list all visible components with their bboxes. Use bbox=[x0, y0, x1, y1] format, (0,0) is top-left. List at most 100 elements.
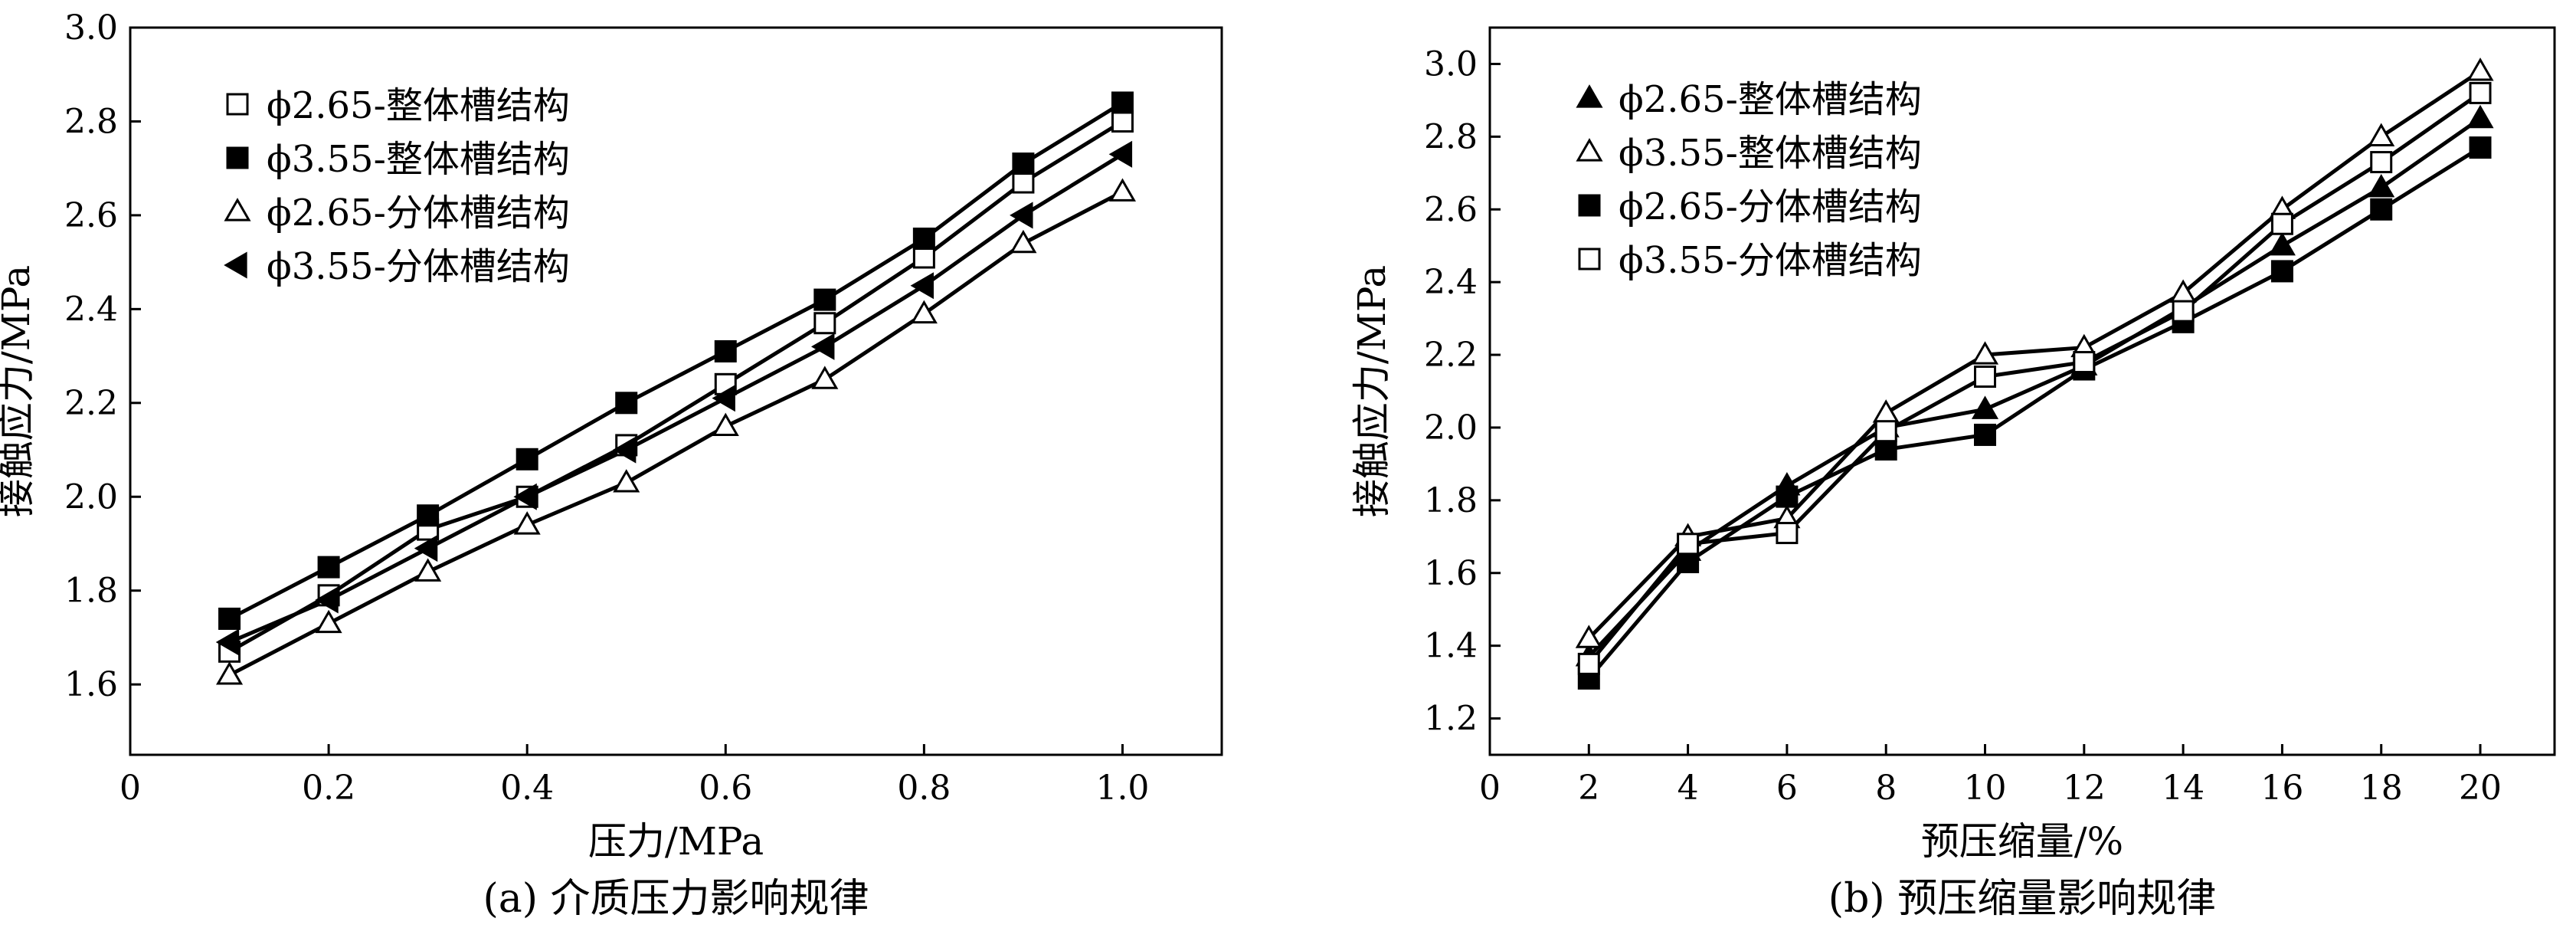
data-point bbox=[1874, 438, 1897, 461]
data-point bbox=[1974, 423, 1997, 446]
legend-label-3: ϕ3.55-分体槽结构 bbox=[267, 245, 570, 288]
data-point bbox=[714, 339, 737, 362]
y-tick-label: 1.2 bbox=[1424, 700, 1478, 739]
data-point bbox=[813, 288, 836, 311]
data-point bbox=[1971, 395, 1999, 419]
chart-panel-a: 0 0.2 0.4 0.6 0.8 1.0 1.6 1.8 2.0 2.2 2.4 2.6 2.8 3.0… bbox=[0, 8, 1223, 922]
data-point bbox=[1776, 485, 1799, 508]
data-point bbox=[712, 412, 739, 437]
x-tick-label: 0 bbox=[1479, 769, 1501, 808]
series-line-0 bbox=[1587, 116, 2482, 658]
series-line-1 bbox=[228, 100, 1124, 621]
data-point bbox=[2270, 212, 2293, 235]
data-point bbox=[1111, 91, 1134, 114]
data-point bbox=[813, 312, 836, 335]
x-tick-label: 1.0 bbox=[1095, 769, 1149, 808]
series-line-0 bbox=[228, 120, 1124, 654]
data-point bbox=[910, 300, 938, 324]
data-point bbox=[218, 607, 241, 630]
y-axis-title: 接触应力/MPa bbox=[1350, 265, 1394, 517]
data-point bbox=[1010, 229, 1037, 254]
data-point bbox=[1010, 202, 1033, 229]
legend-label-1: ϕ3.55-整体槽结构 bbox=[267, 138, 570, 181]
data-point bbox=[1111, 110, 1134, 133]
data-point bbox=[516, 448, 538, 471]
y-tick-label: 3.0 bbox=[64, 8, 118, 48]
data-point bbox=[2270, 260, 2293, 283]
y-tick-label: 2.8 bbox=[64, 102, 118, 141]
y-axis-title: 接触应力/MPa bbox=[0, 265, 38, 517]
legend-label-2: ϕ2.65-分体槽结构 bbox=[1619, 185, 1922, 228]
y-tick-label: 2.6 bbox=[64, 196, 118, 235]
x-tick-label: 20 bbox=[2459, 769, 2502, 808]
series-line-3 bbox=[228, 152, 1124, 644]
x-tick-label: 14 bbox=[2162, 769, 2204, 808]
y-tick-label: 1.8 bbox=[1424, 481, 1478, 520]
data-point bbox=[315, 586, 339, 614]
y-tick-label: 1.8 bbox=[64, 572, 118, 611]
y-tick-label: 2.2 bbox=[1424, 336, 1478, 375]
data-point bbox=[2368, 173, 2395, 198]
x-tick-label: 8 bbox=[1875, 769, 1897, 808]
data-point bbox=[2469, 136, 2492, 159]
data-point bbox=[613, 469, 640, 493]
data-point bbox=[2268, 231, 2296, 256]
data-point bbox=[1577, 652, 1600, 675]
data-point bbox=[615, 392, 638, 415]
data-point bbox=[315, 609, 342, 634]
data-point bbox=[811, 366, 839, 389]
data-point bbox=[317, 556, 340, 579]
x-tick-label: 16 bbox=[2260, 769, 2303, 808]
data-point bbox=[910, 272, 934, 300]
data-point bbox=[1677, 533, 1700, 556]
y-tick-label: 1.6 bbox=[64, 665, 118, 704]
data-point bbox=[1776, 522, 1799, 545]
data-point bbox=[1872, 399, 1900, 423]
data-point bbox=[612, 436, 637, 464]
legend-marker-1 bbox=[226, 146, 249, 169]
x-tick-label: 4 bbox=[1678, 769, 1699, 808]
legend-label-1: ϕ3.55-整体槽结构 bbox=[1619, 132, 1922, 175]
x-tick-label: 2 bbox=[1578, 769, 1599, 808]
data-point bbox=[215, 628, 240, 656]
data-point bbox=[1012, 152, 1035, 175]
data-point bbox=[2370, 198, 2393, 221]
plot-frame bbox=[129, 26, 1223, 756]
y-tick-label: 1.4 bbox=[1424, 627, 1478, 666]
x-tick-label: 0.4 bbox=[500, 769, 554, 808]
y-tick-label: 2.6 bbox=[1424, 190, 1478, 229]
chart-panel-b: 0 2 4 6 8 10 12 14 16 18 20 1.2 1.4 1.6 1.8 2.0 2.2 2.4 2.… bbox=[1350, 26, 2556, 922]
data-point bbox=[2466, 57, 2494, 81]
y-tick-label: 2.2 bbox=[64, 384, 118, 423]
data-point bbox=[810, 333, 835, 360]
data-point bbox=[414, 558, 442, 582]
chart-caption: (b) 预压缩量影响规律 bbox=[1828, 876, 2216, 922]
data-point bbox=[1108, 140, 1133, 168]
legend-marker-2 bbox=[1578, 194, 1601, 217]
data-point bbox=[2172, 300, 2195, 323]
y-tick-label: 2.4 bbox=[1424, 263, 1478, 302]
data-point bbox=[1677, 551, 1700, 574]
legend-label-3: ϕ3.55-分体槽结构 bbox=[1619, 239, 1922, 282]
y-tick-label: 2.0 bbox=[64, 477, 118, 516]
legend-marker-3 bbox=[1578, 248, 1601, 271]
data-point bbox=[912, 246, 935, 269]
data-point bbox=[1971, 341, 1999, 365]
data-point bbox=[2073, 351, 2096, 374]
x-tick-label: 6 bbox=[1776, 769, 1798, 808]
x-tick-label: 0.2 bbox=[302, 769, 355, 808]
legend-label-2: ϕ2.65-分体槽结构 bbox=[267, 192, 570, 234]
x-tick-label: 0.8 bbox=[897, 769, 951, 808]
series-line-3 bbox=[1587, 91, 2482, 665]
legend-marker-0 bbox=[1576, 84, 1603, 108]
y-tick-label: 2.8 bbox=[1424, 117, 1478, 156]
x-tick-label: 12 bbox=[2063, 769, 2106, 808]
data-point bbox=[712, 385, 735, 412]
data-point bbox=[2368, 123, 2395, 146]
legend-marker-3 bbox=[224, 251, 247, 279]
y-tick-label: 2.0 bbox=[1424, 408, 1478, 448]
y-tick-label: 1.6 bbox=[1424, 554, 1478, 593]
data-point bbox=[1974, 366, 1997, 389]
legend-label-0: ϕ2.65-整体槽结构 bbox=[1619, 78, 1922, 121]
data-point bbox=[215, 661, 244, 685]
